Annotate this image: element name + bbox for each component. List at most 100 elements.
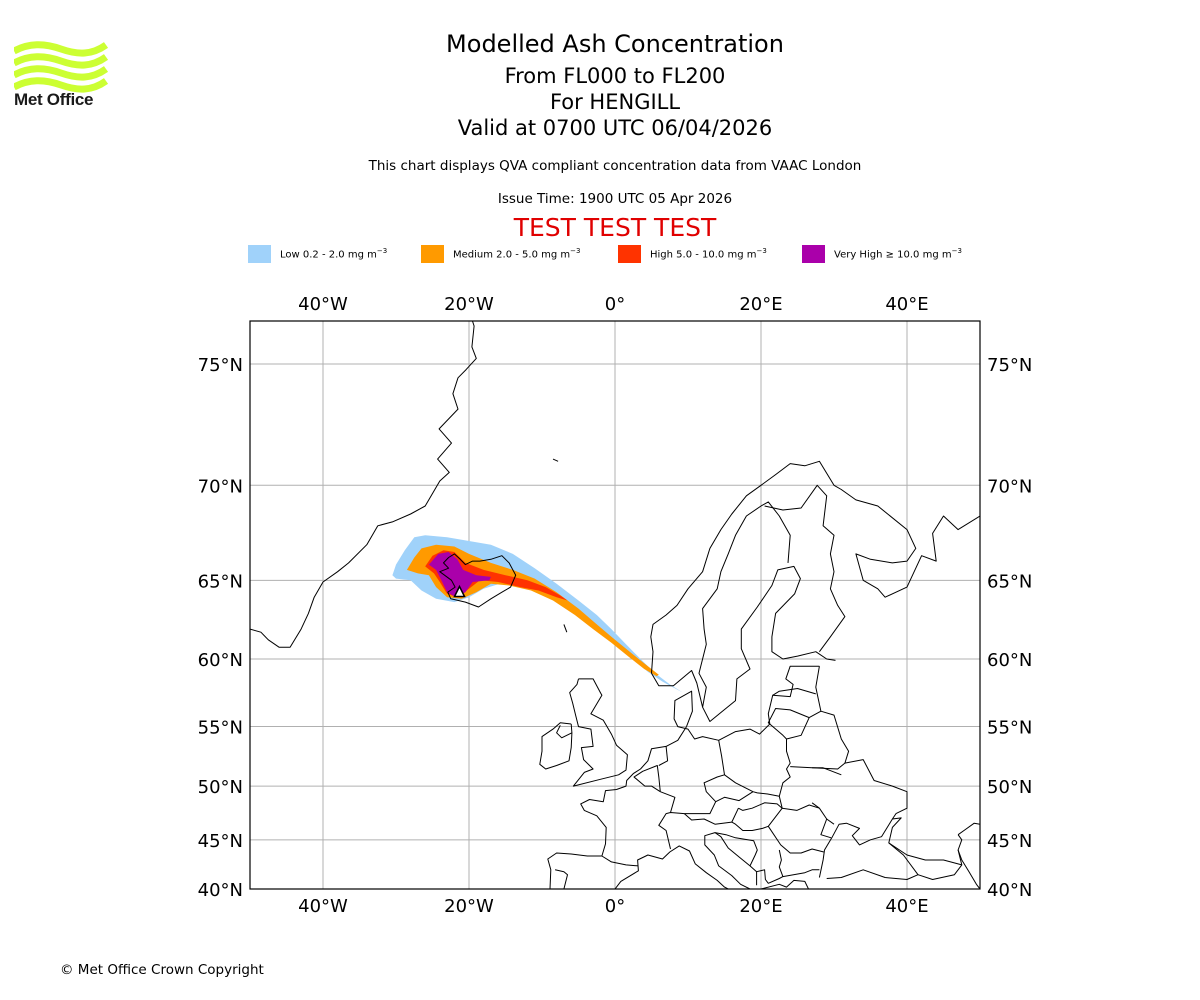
coastline-faroes <box>563 624 568 633</box>
legend-item-low: Low 0.2 - 2.0 mg m−3 <box>248 244 387 263</box>
coastline-svalbard <box>498 294 500 307</box>
country-border <box>633 765 661 793</box>
lon-tick-label-bottom: 20°E <box>739 896 782 917</box>
legend-item-very-high: Very High ≥ 10.0 mg m−3 <box>802 244 962 263</box>
coastline-caspian-n <box>957 822 980 836</box>
legend-swatch-low <box>248 244 271 263</box>
country-border <box>764 484 846 652</box>
coastline-ireland <box>539 722 573 770</box>
country-border <box>812 767 842 776</box>
lat-tick-label-left: 45°N <box>198 831 243 852</box>
map-gridlines <box>250 321 980 890</box>
issue-time: Issue Time: 1900 UTC 05 Apr 2026 <box>497 191 733 207</box>
country-border <box>844 759 908 820</box>
chart-subtitle: This chart displays QVA compliant concen… <box>368 158 862 174</box>
flight-levels: From FL000 to FL200 <box>504 64 726 88</box>
logo-wave <box>14 65 108 81</box>
country-border <box>778 666 832 839</box>
country-border <box>756 869 820 884</box>
country-border <box>790 710 850 770</box>
country-border <box>888 842 962 866</box>
lat-tick-label-right: 55°N <box>987 718 1032 739</box>
test-banner: TEST TEST TEST <box>513 213 717 242</box>
lon-tick-label-bottom: 40°E <box>885 896 928 917</box>
lat-tick-label-right: 60°N <box>987 650 1032 671</box>
legend-label-very-high: Very High ≥ 10.0 mg m−3 <box>834 246 962 261</box>
coastline-caspian <box>957 834 980 889</box>
lat-tick-label-left: 70°N <box>198 476 243 497</box>
lat-tick-label-left: 55°N <box>198 718 243 739</box>
lon-tick-label-top: 40°W <box>298 294 348 315</box>
lon-tick-label-bottom: 20°W <box>444 896 494 917</box>
logo-wave <box>14 41 108 57</box>
lat-tick-label-right: 65°N <box>987 571 1032 592</box>
coastline-norway <box>650 460 980 674</box>
country-border <box>698 501 791 708</box>
lon-tick-label-bottom: 40°W <box>298 896 348 917</box>
lat-tick-label-left: 40°N <box>198 880 243 901</box>
legend-item-medium: Medium 2.0 - 5.0 mg m−3 <box>421 244 580 263</box>
lon-tick-label-top: 20°E <box>739 294 782 315</box>
country-border <box>715 791 754 803</box>
volcano-marker-icon <box>453 584 466 598</box>
lon-tick-label-top: 0° <box>605 294 625 315</box>
lat-tick-label-right: 50°N <box>987 777 1032 798</box>
coastline-sweden-finland-coast <box>651 565 836 722</box>
coastline-adriatic <box>704 832 758 889</box>
lat-tick-label-left: 50°N <box>198 777 243 798</box>
country-border <box>826 818 835 825</box>
country-border <box>772 688 816 696</box>
lon-tick-label-bottom: 0° <box>605 896 625 917</box>
lat-tick-label-right: 70°N <box>987 476 1032 497</box>
lat-tick-label-left: 60°N <box>198 650 243 671</box>
country-border <box>658 746 669 766</box>
country-border <box>811 802 820 809</box>
coastline-jan-mayen <box>552 458 559 462</box>
valid-time: Valid at 0700 UTC 06/04/2026 <box>457 116 773 140</box>
coastline-britain <box>569 678 628 787</box>
coastline-continent <box>547 726 687 889</box>
coastline-med-coast <box>614 845 729 889</box>
coastline-baltic-states <box>673 665 820 741</box>
legend-item-high: High 5.0 - 10.0 mg m−3 <box>618 244 767 263</box>
met-office-logo <box>14 41 108 93</box>
country-border <box>917 849 963 880</box>
country-border <box>554 869 568 889</box>
country-border <box>683 813 732 825</box>
legend-swatch-very-high <box>802 244 825 263</box>
coastline-iceland <box>439 553 517 608</box>
logo-wave <box>14 53 108 69</box>
country-border <box>660 791 676 813</box>
country-border <box>601 855 639 867</box>
map-frame <box>249 320 981 890</box>
met-office-logo-text: Met Office <box>14 90 94 109</box>
lon-tick-label-top: 40°E <box>885 294 928 315</box>
lat-tick-label-right: 75°N <box>987 355 1032 376</box>
coastlines <box>250 294 980 889</box>
country-border <box>658 740 725 850</box>
volcano-name: For HENGILL <box>549 90 681 114</box>
lat-tick-label-right: 40°N <box>987 880 1032 901</box>
legend-swatch-high <box>618 244 641 263</box>
legend-label-medium: Medium 2.0 - 5.0 mg m−3 <box>453 246 581 261</box>
coastline-greece <box>760 879 809 889</box>
country-border <box>724 774 780 797</box>
country-border <box>767 708 810 740</box>
coastline-greenland <box>250 321 477 648</box>
lon-tick-label-top: 20°W <box>444 294 494 315</box>
lat-tick-label-left: 65°N <box>198 571 243 592</box>
coastline-black-sea <box>818 817 919 880</box>
lat-tick-label-right: 45°N <box>987 831 1032 852</box>
copyright-notice: © Met Office Crown Copyright <box>60 962 264 978</box>
legend-swatch-medium <box>421 244 444 263</box>
legend-label-high: High 5.0 - 10.0 mg m−3 <box>650 246 767 261</box>
country-border <box>778 849 784 877</box>
country-border <box>714 832 758 867</box>
legend-label-low: Low 0.2 - 2.0 mg m−3 <box>280 246 388 261</box>
lat-tick-label-left: 75°N <box>198 355 243 376</box>
country-border <box>556 725 573 739</box>
axis-tick-labels: 40°W 40°W 20°W 20°W 0° 0° 20°E 20°E 40°E 40°E 75°N… <box>198 294 1033 917</box>
country-border <box>731 802 783 831</box>
chart-title: Modelled Ash Concentration <box>446 30 784 58</box>
